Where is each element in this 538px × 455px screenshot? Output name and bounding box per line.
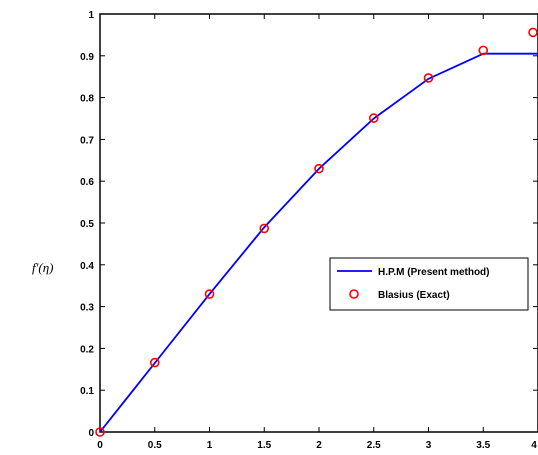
series-marker-1-4 <box>314 163 324 174</box>
y-tick-label-8: 0.8 <box>80 94 94 105</box>
plot-area <box>99 13 538 433</box>
series-marker-1-5 <box>368 113 379 123</box>
y-tick-label-6: 0.6 <box>80 177 94 188</box>
x-tick-label-7: 3.5 <box>476 440 490 451</box>
series-marker-1-8 <box>528 27 538 38</box>
series-marker-1-0 <box>95 427 105 437</box>
axis-tick-labels: 0 0.5 1 1.5 2 2.5 3 3.5 4 0 0.1 0.2 0.3 0.4 0.5 0.6 0.7 0… <box>80 10 537 451</box>
legend: H.P.M (Present method) Blasius (Exact) <box>329 257 529 311</box>
x-tick-label-6: 3 <box>426 440 432 451</box>
x-tick-label-4: 2 <box>316 440 322 451</box>
series-line-0 <box>99 52 538 433</box>
y-axis-label: f'(η) <box>32 260 54 275</box>
x-tick-label-3: 1.5 <box>257 440 271 451</box>
x-tick-label-5: 2.5 <box>367 440 381 451</box>
legend-marker-sample <box>349 289 359 299</box>
y-tick-label-10: 1 <box>88 10 94 21</box>
y-tick-label-1: 0.1 <box>80 386 94 397</box>
y-tick-label-3: 0.3 <box>80 303 94 314</box>
legend-box <box>329 257 529 311</box>
x-tick-label-0: 0 <box>97 440 103 451</box>
series-marker-1-2 <box>204 289 215 299</box>
y-tick-label-0: 0 <box>88 428 94 439</box>
axis-ticks <box>99 13 538 433</box>
legend-label-blasius: Blasius (Exact) <box>378 290 450 301</box>
series-marker-1-1 <box>149 357 160 368</box>
y-tick-label-7: 0.7 <box>80 135 94 146</box>
series-layer <box>95 27 538 437</box>
y-tick-label-9: 0.9 <box>80 52 94 63</box>
series-marker-1-7 <box>478 45 489 56</box>
y-tick-label-5: 0.5 <box>80 219 94 230</box>
x-tick-label-1: 0.5 <box>148 440 162 451</box>
series-marker-1-6 <box>423 73 434 83</box>
x-tick-label-8: 4 <box>531 440 537 451</box>
series-marker-1-3 <box>259 223 270 234</box>
y-tick-label-2: 0.2 <box>80 344 94 355</box>
x-tick-label-2: 1 <box>207 440 213 451</box>
y-tick-label-4: 0.4 <box>80 261 94 272</box>
legend-label-hpm: H.P.M (Present method) <box>378 267 490 278</box>
